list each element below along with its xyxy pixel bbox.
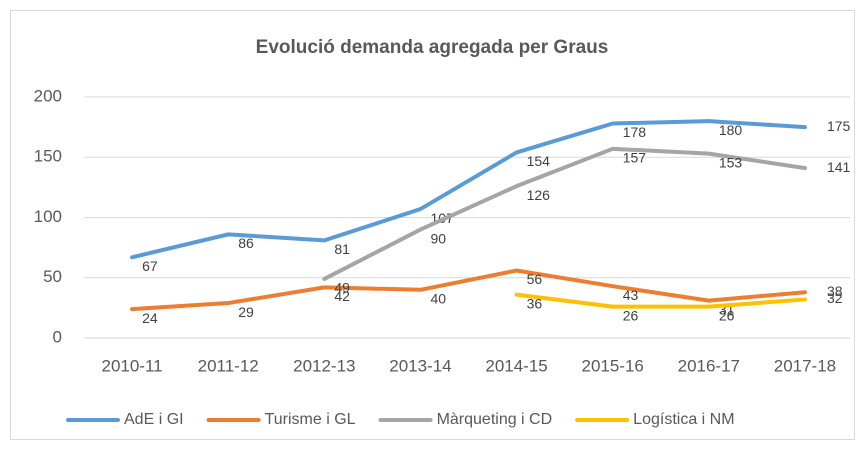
legend-label: Turisme i GL [265,411,356,428]
series-line [130,119,807,260]
data-label: 157 [623,150,647,166]
legend-label: Màrqueting i CD [437,411,553,428]
data-label: 42 [334,288,350,304]
x-tick-label: 2017-18 [774,356,836,375]
data-label: 26 [623,307,639,323]
data-label: 126 [527,187,551,203]
data-label: 180 [719,122,743,138]
data-label: 36 [527,295,543,311]
data-label: 67 [142,258,158,274]
chart-title: Evolució demanda agregada per Graus [256,37,609,58]
x-tick-label: 2015-16 [581,356,643,375]
x-tick-label: 2014-15 [485,356,547,375]
legend-label: AdE i GI [124,411,184,428]
data-label: 56 [527,271,543,287]
x-tick-label: 2012-13 [293,356,355,375]
x-tick-label: 2016-17 [678,356,740,375]
data-label: 49 [334,280,350,296]
x-tick-label: 2010-11 [101,356,162,375]
series-line [130,268,807,312]
data-label: 29 [238,304,254,320]
data-label: 40 [430,291,446,307]
series-line [514,292,807,309]
data-label: 86 [238,235,254,251]
data-label: 32 [827,290,843,306]
y-tick-label: 100 [34,207,62,226]
y-tick-label: 150 [34,147,62,166]
data-label: 90 [430,230,446,246]
data-label: 43 [623,287,639,303]
x-tick-label: 2011-12 [198,356,259,375]
data-label: 81 [334,241,350,257]
x-tick-label: 2013-14 [389,356,451,375]
data-label: 141 [827,159,851,175]
series-line [322,146,807,281]
data-label: 178 [623,124,647,140]
y-tick-label: 0 [53,327,62,346]
data-label: 38 [827,283,843,299]
y-tick-label: 200 [34,86,62,105]
data-label: 153 [719,154,743,170]
data-label: 154 [527,153,551,169]
data-label: 175 [827,118,851,134]
data-label: 26 [719,307,735,323]
data-label: 24 [142,310,158,326]
y-tick-label: 50 [43,267,62,286]
legend-label: Logística i NM [633,411,734,428]
